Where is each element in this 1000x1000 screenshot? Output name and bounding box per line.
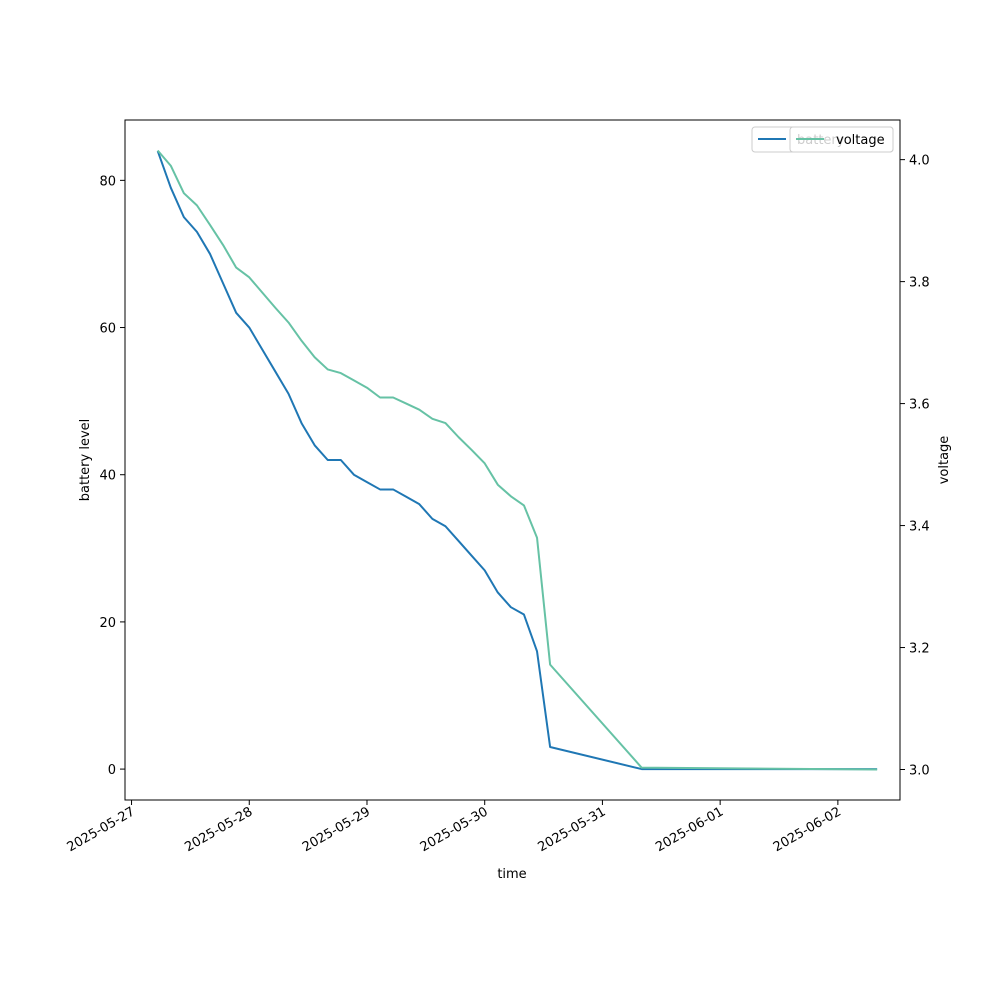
legend-voltage-label: voltage	[836, 133, 885, 148]
y-axis-right-label: voltage	[937, 436, 952, 485]
y-right-tick-label: 3.2	[909, 642, 930, 657]
plot-area	[156, 149, 878, 771]
y-left-tick-label: 60	[99, 322, 116, 337]
legend-voltage-box	[789, 126, 894, 153]
y-left-tick-label: 20	[99, 616, 116, 631]
series-line-voltage	[156, 149, 878, 771]
series-line-battery	[156, 150, 878, 771]
y-left-tick-label: 40	[99, 469, 116, 484]
y-left-tick-label: 0	[108, 763, 116, 778]
y-right-tick-label: 3.8	[909, 276, 930, 291]
x-axis-label: time	[497, 867, 526, 882]
y-left-tick-label: 80	[99, 174, 116, 189]
y-axis-left-label: battery level	[78, 419, 93, 502]
y-right-tick-label: 3.6	[909, 398, 930, 413]
legend-voltage: voltage	[789, 126, 894, 153]
y-right-tick-label: 4.0	[909, 154, 930, 169]
plot-frame	[124, 119, 901, 801]
y-right-tick-label: 3.0	[909, 764, 930, 779]
y-right-tick-label: 3.4	[909, 520, 930, 535]
